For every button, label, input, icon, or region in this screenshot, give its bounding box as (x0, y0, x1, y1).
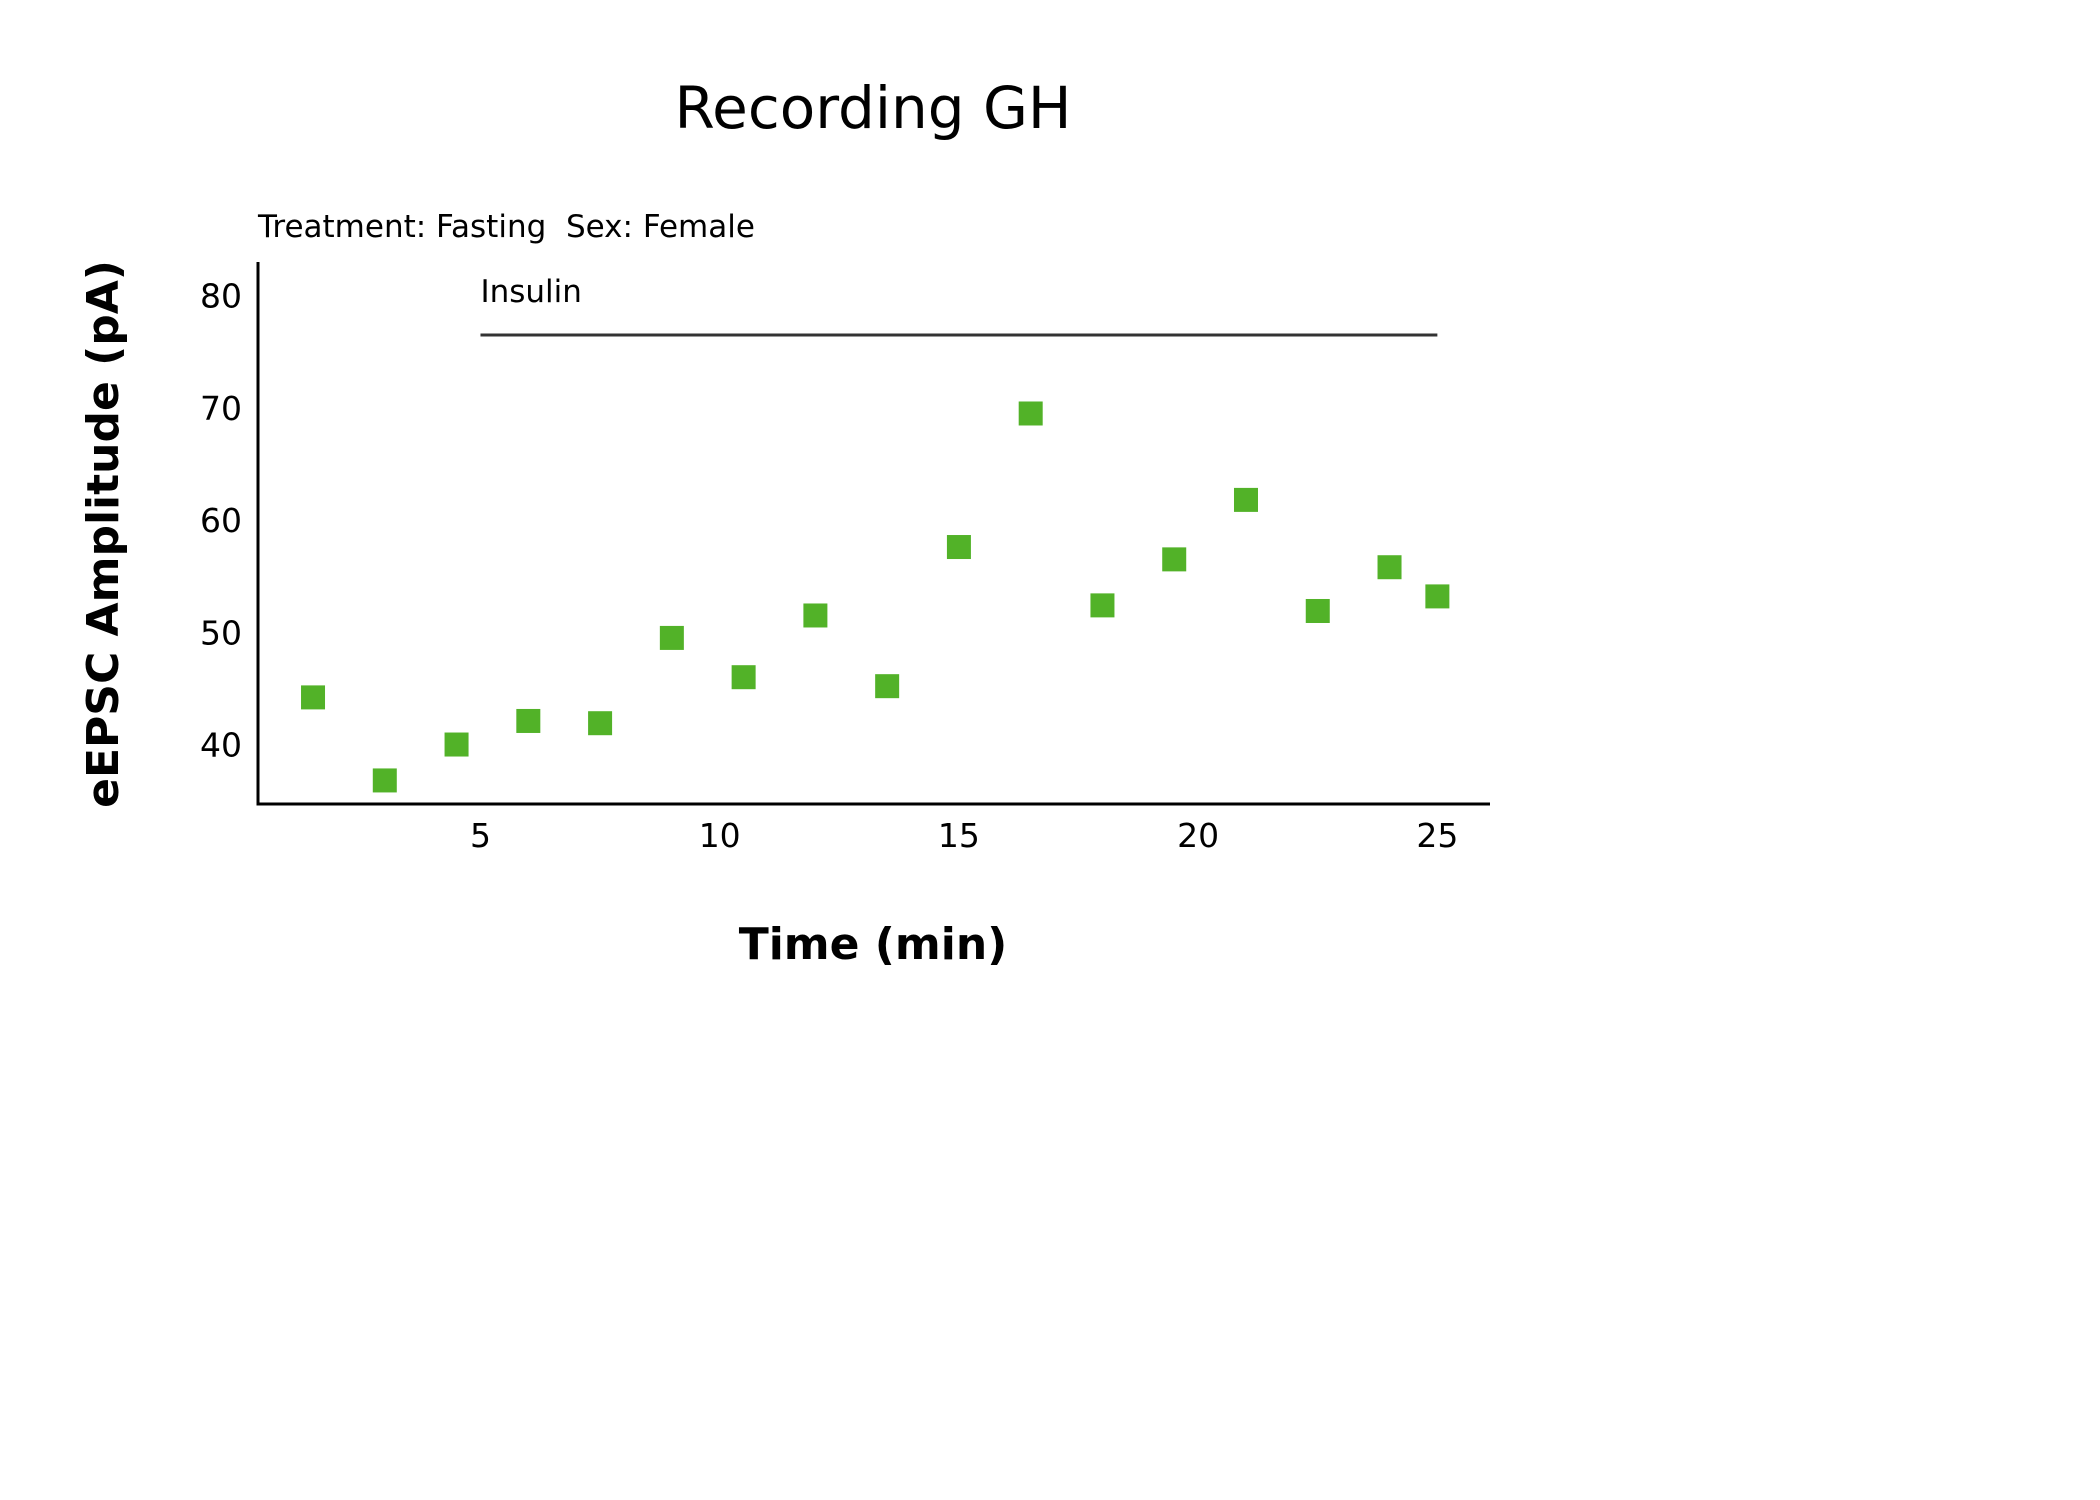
data-point (1377, 555, 1402, 580)
data-point (1305, 598, 1330, 623)
y-tick-label: 60 (200, 501, 242, 540)
data-point (1233, 487, 1258, 512)
data-point (301, 685, 326, 710)
data-point (803, 603, 828, 628)
data-point (731, 665, 756, 690)
chart: Recording GH Treatment: Fasting Sex: Fem… (78, 74, 1490, 970)
data-point (516, 708, 541, 733)
data-point (946, 535, 971, 560)
y-tick-label: 80 (200, 277, 242, 316)
data-point (588, 711, 613, 736)
data-point (1162, 547, 1187, 572)
y-tick-label: 50 (200, 613, 242, 652)
data-point (875, 674, 900, 699)
x-tick-label: 10 (699, 816, 741, 855)
data-point (1425, 584, 1450, 609)
chart-subtitle: Treatment: Fasting Sex: Female (257, 209, 755, 245)
x-tick-label: 20 (1177, 816, 1219, 855)
x-tick-label: 5 (470, 816, 491, 855)
data-point (444, 732, 469, 757)
chart-title: Recording GH (674, 74, 1071, 142)
y-tick-label: 70 (200, 389, 242, 428)
x-tick-label: 15 (938, 816, 980, 855)
data-point (1090, 593, 1115, 618)
x-axis-title: Time (min) (739, 919, 1008, 970)
y-axis-title: eEPSC Amplitude (pA) (78, 260, 129, 808)
plot-area: 5 10 15 20 25 40 50 60 70 80 Insulin (200, 262, 1490, 855)
x-tick-label: 25 (1416, 816, 1458, 855)
data-point (1018, 401, 1043, 426)
y-tick-label: 40 (200, 726, 242, 765)
data-point (372, 768, 397, 793)
insulin-label: Insulin (480, 274, 581, 310)
data-point (659, 625, 684, 650)
